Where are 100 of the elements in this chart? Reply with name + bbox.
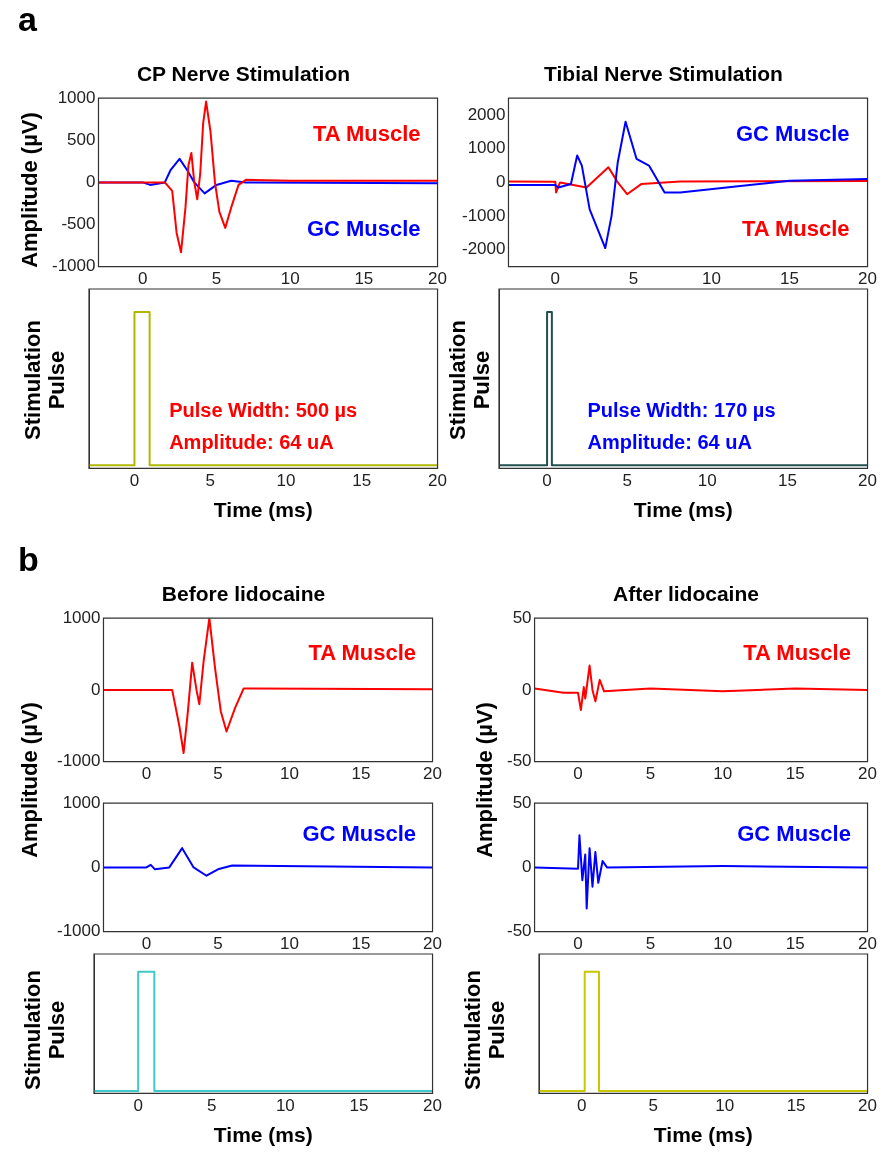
x-tick-label: 20 [423,764,443,784]
x-tick-label: 15 [786,1096,806,1116]
y-tick-label: -50 [506,751,532,771]
y-tick-label: -1000 [462,205,506,225]
chart-title: After lidocaine [613,582,759,606]
y-tick-label: 1000 [57,87,96,107]
x-tick-label: 10 [280,269,300,289]
y-tick-label: -2000 [462,239,506,259]
x-tick-label: 20 [423,934,443,954]
x-tick-label: 15 [354,269,374,289]
series-label: TA Muscle [313,121,421,147]
y-tick-label: -50 [506,921,532,941]
x-tick-label: 20 [428,471,448,491]
x-tick-label: 10 [276,471,296,491]
y-axis-title: Stimulation Pulse [445,319,494,442]
annotation: Amplitude: 64 uA [169,430,334,453]
y-axis-title: Amplitude (µV) [17,111,42,270]
x-tick-label: 0 [129,471,140,491]
x-tick-label: 10 [280,764,299,784]
x-tick-label: 15 [777,471,797,491]
x-tick-label: 15 [352,471,372,491]
y-tick-label: 500 [67,129,96,149]
x-tick-label: 0 [542,471,552,491]
x-tick-label: 0 [137,269,148,289]
x-tick-label: 10 [697,471,717,491]
x-tick-label: 5 [628,269,639,289]
chart-title: CP Nerve Stimulation [136,62,351,86]
y-tick-label: 0 [496,172,506,192]
y-axis-title: Amplitude (µV) [17,701,42,860]
x-tick-label: 10 [280,934,299,954]
x-tick-label: 0 [573,764,583,784]
x-tick-label: 0 [141,764,152,784]
x-tick-label: 15 [351,934,371,954]
y-axis-title: Amplitude (µV) [472,701,497,860]
series-label: TA Muscle [743,640,851,666]
x-tick-label: 0 [577,1096,587,1116]
x-tick-label: 20 [858,471,878,491]
x-axis-title: Time (ms) [213,498,313,522]
x-tick-label: 5 [622,471,632,491]
y-tick-label: -500 [61,214,96,234]
x-axis-title: Time (ms) [653,1123,753,1147]
y-tick-label: 50 [512,792,532,812]
x-tick-label: 10 [713,934,733,954]
annotation: Pulse Width: 170 µs [587,398,776,421]
y-tick-label: 1000 [62,607,101,627]
x-tick-label: 5 [207,1096,217,1116]
x-tick-label: 10 [715,1096,735,1116]
y-tick-label: 50 [512,607,532,627]
x-tick-label: 5 [211,269,222,289]
x-tick-label: 5 [205,471,215,491]
x-tick-label: 20 [858,764,878,784]
series-label: GC Muscle [737,821,851,847]
y-tick-label: 1000 [467,138,506,158]
series-label: GC Muscle [306,215,421,241]
y-tick-label: 0 [91,679,101,699]
y-axis-title: Stimulation Pulse [20,319,69,442]
series-label: GC Muscle [735,121,850,147]
x-tick-label: 5 [645,934,656,954]
annotation: Amplitude: 64 uA [587,430,752,453]
y-tick-label: 1000 [62,792,101,812]
y-axis-title: Stimulation Pulse [20,969,69,1092]
x-tick-label: 0 [550,269,561,289]
annotation: Pulse Width: 500 µs [169,398,358,421]
y-tick-label: -1000 [57,751,101,771]
chart-title: Tibial Nerve Stimulation [544,62,783,86]
x-axis-title: Time (ms) [633,498,733,522]
x-tick-label: 15 [785,934,805,954]
x-tick-label: 20 [858,1096,878,1116]
y-tick-label: -1000 [57,921,101,941]
x-tick-label: 10 [713,764,733,784]
x-tick-label: 5 [648,1096,659,1116]
x-tick-label: 15 [351,764,371,784]
x-tick-label: 20 [423,1096,443,1116]
x-tick-label: 0 [141,934,152,954]
x-tick-label: 5 [213,764,223,784]
chart-title: Before lidocaine [161,582,326,606]
x-tick-label: 0 [573,934,583,954]
series-label: TA Muscle [742,215,850,241]
y-tick-label: 2000 [467,104,506,124]
x-tick-label: 20 [858,934,878,954]
y-tick-label: 0 [522,857,532,877]
x-tick-label: 10 [275,1096,295,1116]
y-tick-label: -1000 [52,256,96,276]
y-axis-title: Stimulation Pulse [460,969,509,1092]
x-tick-label: 20 [858,269,878,289]
x-tick-label: 10 [701,269,721,289]
series-label: TA Muscle [308,640,417,666]
y-tick-label: 0 [86,172,96,192]
x-tick-label: 15 [785,764,805,784]
text: a [18,0,37,39]
x-tick-label: 5 [645,764,656,784]
text: b [18,540,39,579]
series-label: GC Muscle [302,821,417,847]
x-tick-label: 15 [780,269,799,289]
y-tick-label: 0 [91,857,101,877]
x-tick-label: 5 [213,934,223,954]
y-tick-label: 0 [522,679,532,699]
x-tick-label: 20 [428,269,448,289]
x-axis-title: Time (ms) [213,1123,313,1147]
x-tick-label: 0 [133,1096,143,1116]
